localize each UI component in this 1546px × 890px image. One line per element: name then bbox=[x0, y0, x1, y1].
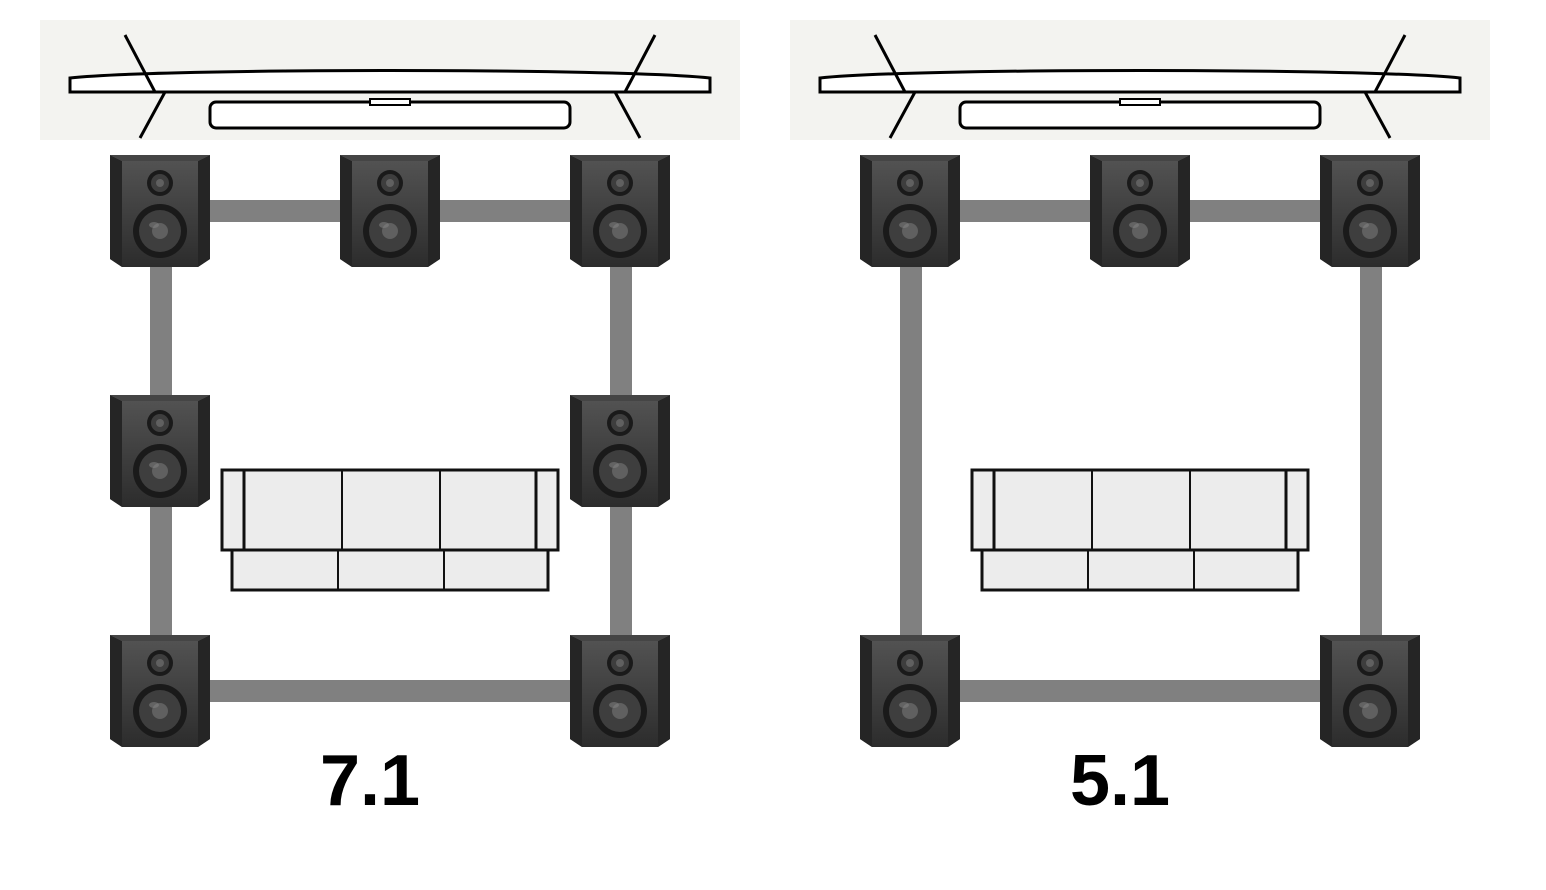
wire-bottom bbox=[910, 680, 1370, 702]
speaker-front-right bbox=[570, 155, 670, 270]
wire-right bbox=[1360, 200, 1382, 695]
speaker-center bbox=[340, 155, 440, 270]
wire-bottom bbox=[160, 680, 620, 702]
speaker-center bbox=[1090, 155, 1190, 270]
speaker-side-left bbox=[110, 395, 210, 510]
speaker-rear-left bbox=[110, 635, 210, 750]
layout-label: 5.1 bbox=[1070, 740, 1170, 822]
panel-7-1: 7.1 bbox=[40, 0, 740, 890]
speaker-front-left bbox=[860, 155, 960, 270]
wire-left bbox=[900, 200, 922, 695]
tv-icon bbox=[40, 20, 740, 140]
speaker-front-left bbox=[110, 155, 210, 270]
speaker-side-right bbox=[570, 395, 670, 510]
speaker-front-right bbox=[1320, 155, 1420, 270]
tv-icon bbox=[790, 20, 1490, 140]
sofa-icon bbox=[220, 460, 560, 600]
panel-5-1: 5.1 bbox=[790, 0, 1490, 890]
sofa-icon bbox=[970, 460, 1310, 600]
speaker-rear-right bbox=[570, 635, 670, 750]
speaker-rear-left bbox=[860, 635, 960, 750]
speaker-rear-right bbox=[1320, 635, 1420, 750]
page: 7.1 bbox=[0, 0, 1546, 890]
layout-label: 7.1 bbox=[320, 740, 420, 822]
